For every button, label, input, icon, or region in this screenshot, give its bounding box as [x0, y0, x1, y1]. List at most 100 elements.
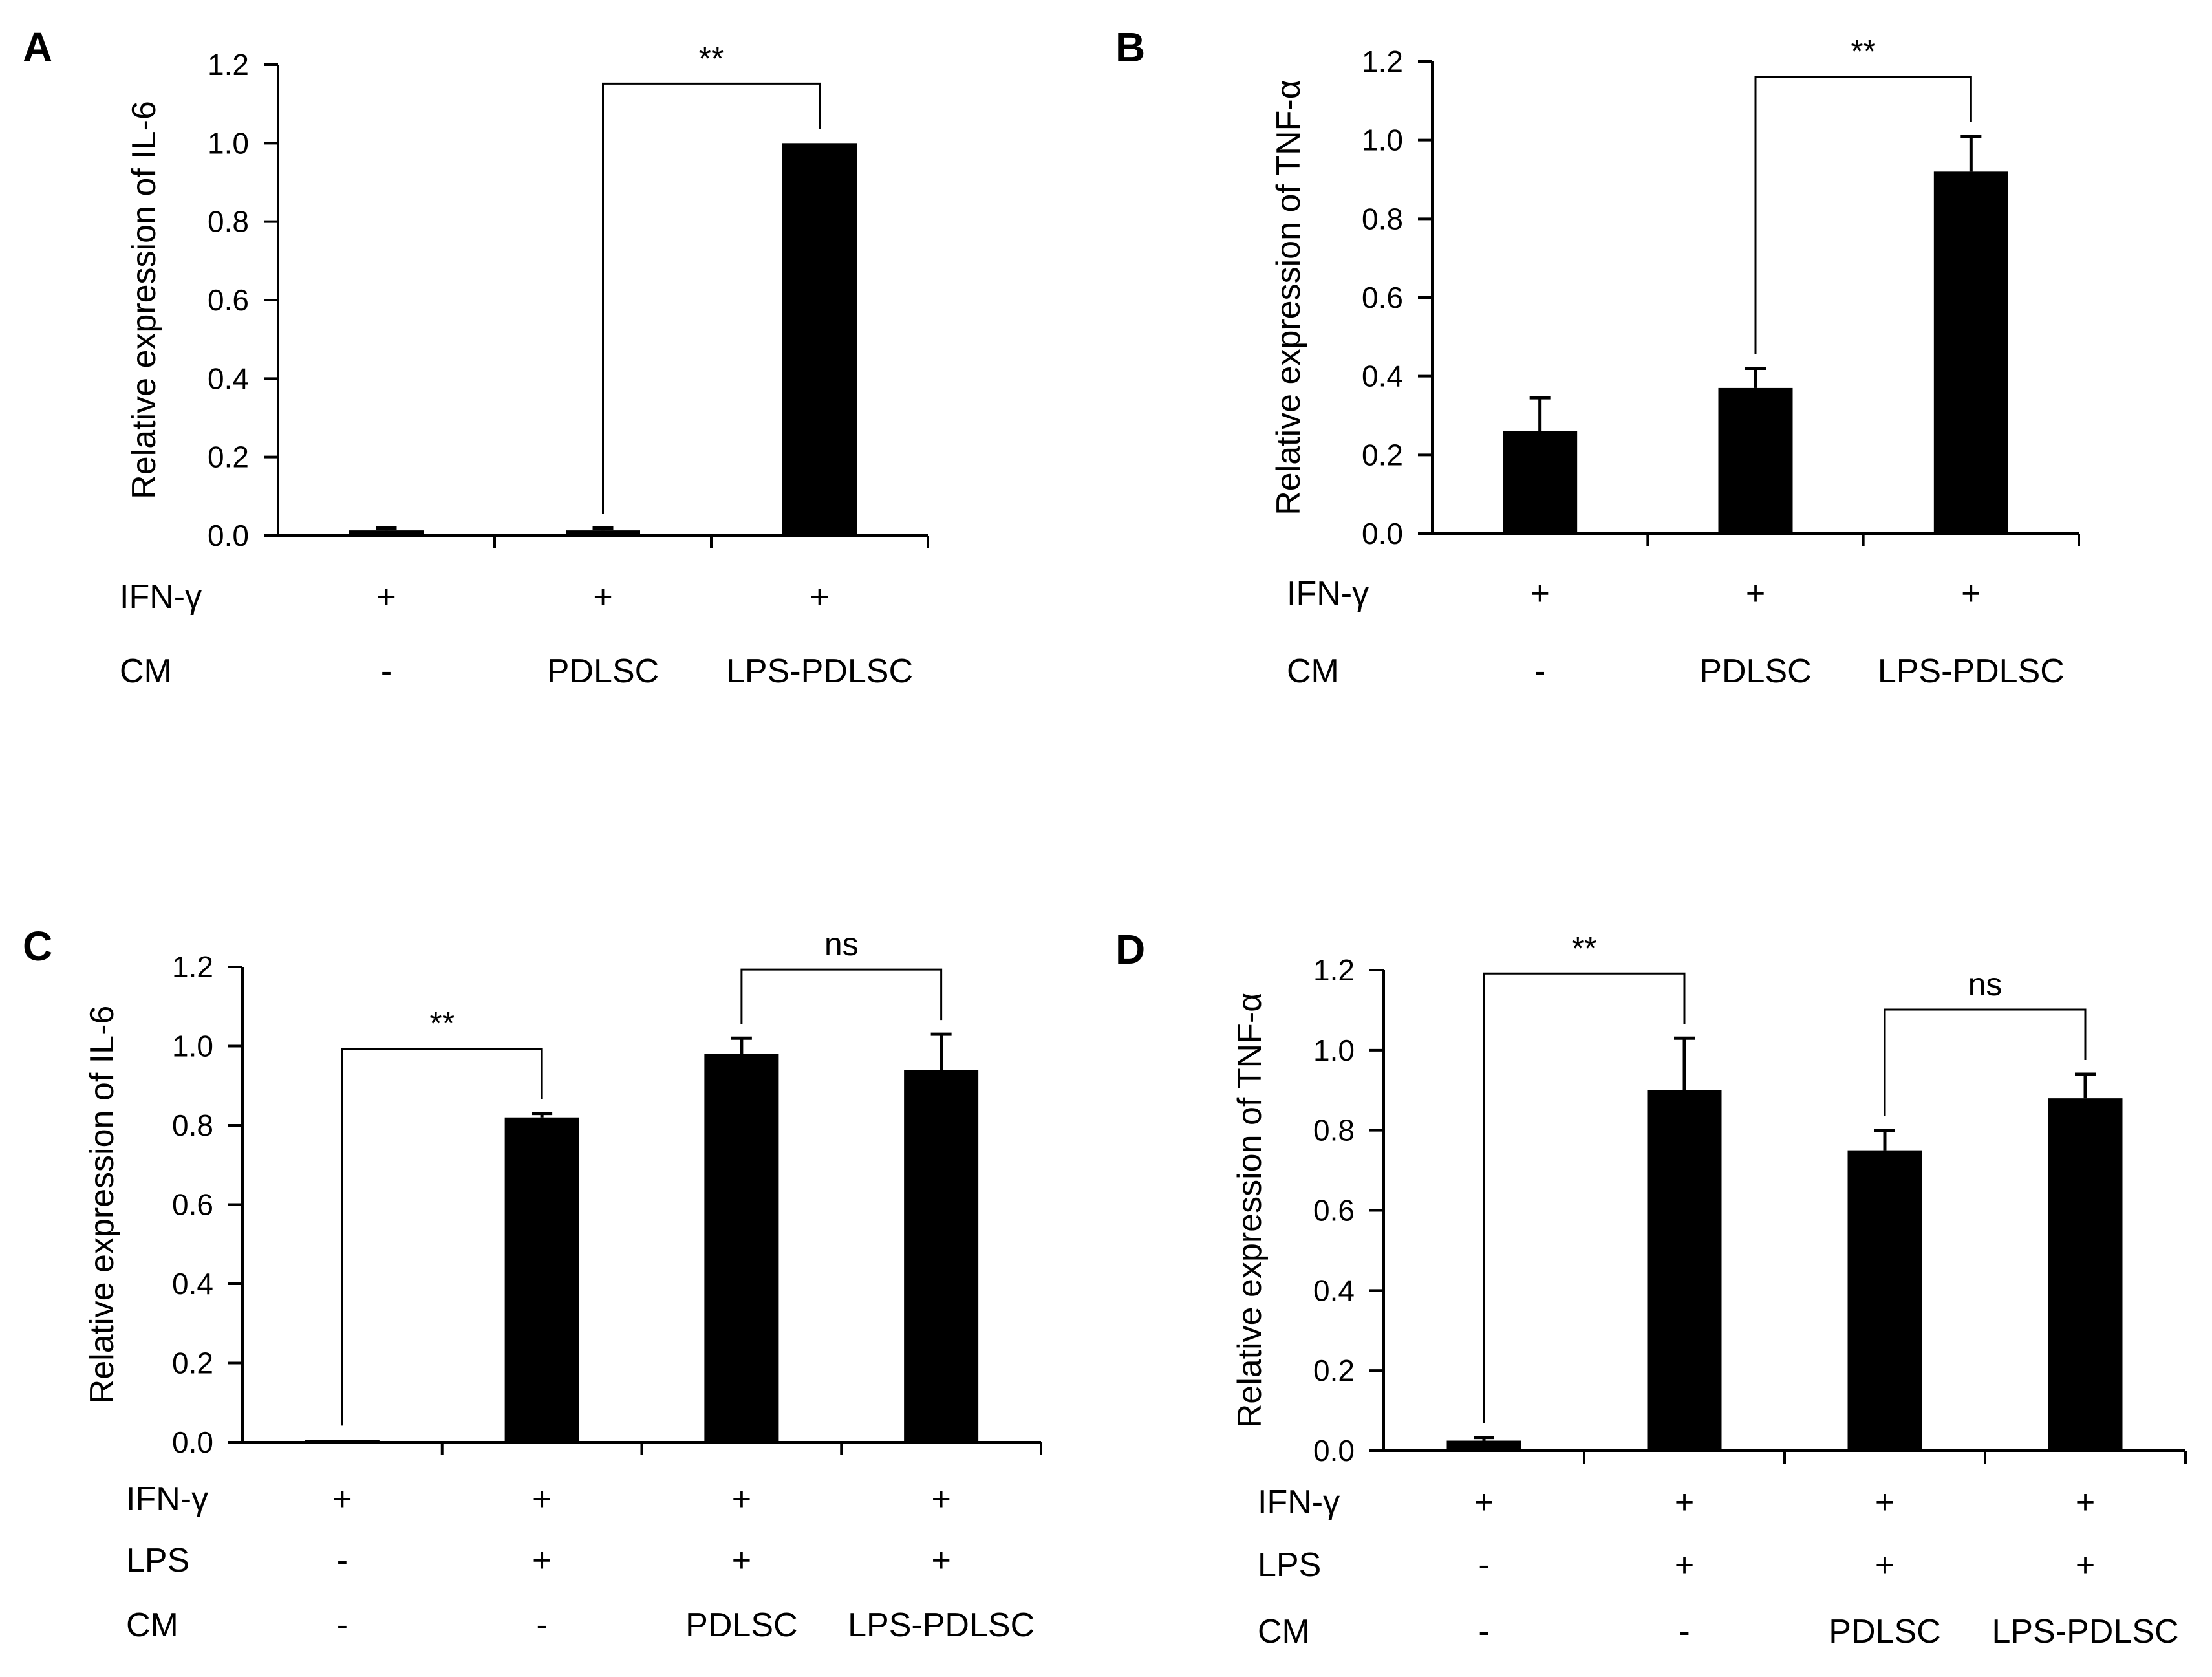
significance-label: ** [699, 40, 724, 76]
significance-label: ns [824, 926, 859, 962]
bar [2048, 1098, 2123, 1451]
condition-value: LPS-PDLSC [1878, 653, 2065, 690]
significance-label: ** [1851, 34, 1876, 70]
bar [704, 1054, 779, 1442]
condition-value: - [1478, 1546, 1489, 1584]
condition-value: + [1675, 1546, 1694, 1584]
y-tick-label: 0.0 [1362, 517, 1403, 550]
condition-value: + [810, 578, 829, 616]
condition-value: + [332, 1480, 352, 1518]
condition-value: + [931, 1542, 950, 1579]
panel-label: B [1115, 24, 1145, 70]
y-tick-label: 0.2 [1313, 1354, 1355, 1387]
condition-value: PDLSC [1699, 653, 1811, 690]
y-tick-label: 0.2 [172, 1347, 213, 1380]
significance-bracket [740, 968, 943, 1024]
condition-label: CM [126, 1607, 178, 1644]
bar [782, 143, 857, 536]
condition-value: + [593, 578, 612, 616]
y-tick-label: 0.8 [172, 1109, 213, 1142]
y-tick-label: 1.2 [1313, 953, 1355, 987]
condition-value: + [931, 1480, 950, 1518]
condition-value: + [376, 578, 396, 616]
y-tick-label: 0.0 [208, 519, 249, 552]
significance-label: ns [1968, 966, 2003, 1002]
y-tick-label: 0.8 [1362, 202, 1403, 235]
y-tick-label: 0.4 [208, 362, 249, 395]
significance-bracket [1884, 1008, 2087, 1116]
condition-value: LPS-PDLSC [1992, 1613, 2179, 1650]
y-tick-label: 0.4 [172, 1267, 213, 1301]
y-tick-label: 0.6 [1313, 1194, 1355, 1228]
condition-label: IFN-γ [1258, 1484, 1340, 1521]
panel-d: D 0.0 0.2 0.4 0.6 0.8 1.0 1.2 Relative expressio… [1115, 926, 2187, 1650]
condition-value: - [337, 1542, 348, 1579]
panel-b: B 0.0 0.2 0.4 0.6 0.8 1.0 1.2 Relative expressio… [1115, 24, 2080, 690]
condition-value: + [2076, 1484, 2095, 1521]
y-tick-label: 0.0 [172, 1425, 213, 1459]
significance-label: ** [429, 1006, 455, 1042]
y-axis-label: Relative expression of TNF-α [1231, 993, 1269, 1429]
condition-value: + [1474, 1484, 1494, 1521]
y-axis-label: Relative expression of TNF-α [1270, 80, 1307, 515]
bar [566, 530, 640, 536]
condition-value: + [732, 1542, 751, 1579]
condition-label: CM [1258, 1613, 1310, 1650]
y-tick-label: 0.6 [1362, 281, 1403, 314]
condition-value: + [532, 1542, 552, 1579]
condition-value: PDLSC [547, 653, 659, 690]
condition-label: IFN-γ [120, 578, 202, 616]
significance-label: ** [1572, 930, 1597, 966]
y-tick-label: 0.2 [1362, 438, 1403, 471]
panel-a: A 0.0 0.2 0.4 0.6 0.8 1.0 1.2 Relative expressio… [23, 24, 929, 690]
bar [305, 1440, 380, 1442]
y-tick-label: 1.0 [1362, 124, 1403, 157]
bar [504, 1117, 579, 1442]
condition-value: - [381, 653, 392, 690]
condition-value: - [536, 1607, 547, 1644]
bar [1933, 171, 2008, 534]
condition-value: PDLSC [685, 1607, 797, 1644]
panel-label: A [23, 24, 52, 70]
condition-value: + [1875, 1546, 1895, 1584]
significance-bracket [1754, 76, 1972, 354]
condition-value: + [1746, 575, 1765, 612]
condition-label: CM [1287, 653, 1339, 690]
bar [1847, 1150, 1922, 1451]
panel-c: C 0.0 0.2 0.4 0.6 0.8 1.0 1.2 Relative expressio… [23, 923, 1042, 1644]
condition-label: LPS [126, 1542, 189, 1579]
condition-value: + [532, 1480, 552, 1518]
y-tick-label: 1.2 [1362, 45, 1403, 78]
significance-bracket [341, 1048, 543, 1426]
y-axis-label: Relative expression of IL-6 [125, 101, 163, 499]
condition-value: LPS-PDLSC [848, 1607, 1035, 1644]
condition-value: + [1530, 575, 1549, 612]
y-tick-label: 0.6 [208, 283, 249, 317]
condition-value: + [2076, 1546, 2095, 1584]
condition-value: + [1675, 1484, 1694, 1521]
y-tick-label: 0.4 [1362, 360, 1403, 393]
panel-label: C [23, 923, 52, 969]
condition-value: + [1961, 575, 1981, 612]
y-tick-label: 0.8 [208, 205, 249, 239]
bar [1446, 1440, 1521, 1451]
y-tick-label: 1.0 [172, 1030, 213, 1063]
condition-value: + [1875, 1484, 1895, 1521]
y-axis-label: Relative expression of IL-6 [83, 1006, 121, 1404]
condition-label: CM [120, 653, 172, 690]
condition-value: - [1679, 1613, 1690, 1650]
condition-label: LPS [1258, 1546, 1321, 1584]
bar [904, 1070, 979, 1442]
panel-label: D [1115, 926, 1145, 973]
y-tick-label: 1.0 [1313, 1033, 1355, 1067]
y-tick-label: 0.8 [1313, 1114, 1355, 1147]
condition-value: PDLSC [1829, 1613, 1940, 1650]
condition-value: - [337, 1607, 348, 1644]
y-tick-label: 1.2 [208, 48, 249, 81]
y-tick-label: 0.4 [1313, 1273, 1355, 1307]
y-tick-label: 1.2 [172, 950, 213, 984]
condition-value: - [1534, 653, 1545, 690]
condition-label: IFN-γ [1287, 575, 1369, 612]
y-tick-label: 0.0 [1313, 1434, 1355, 1467]
